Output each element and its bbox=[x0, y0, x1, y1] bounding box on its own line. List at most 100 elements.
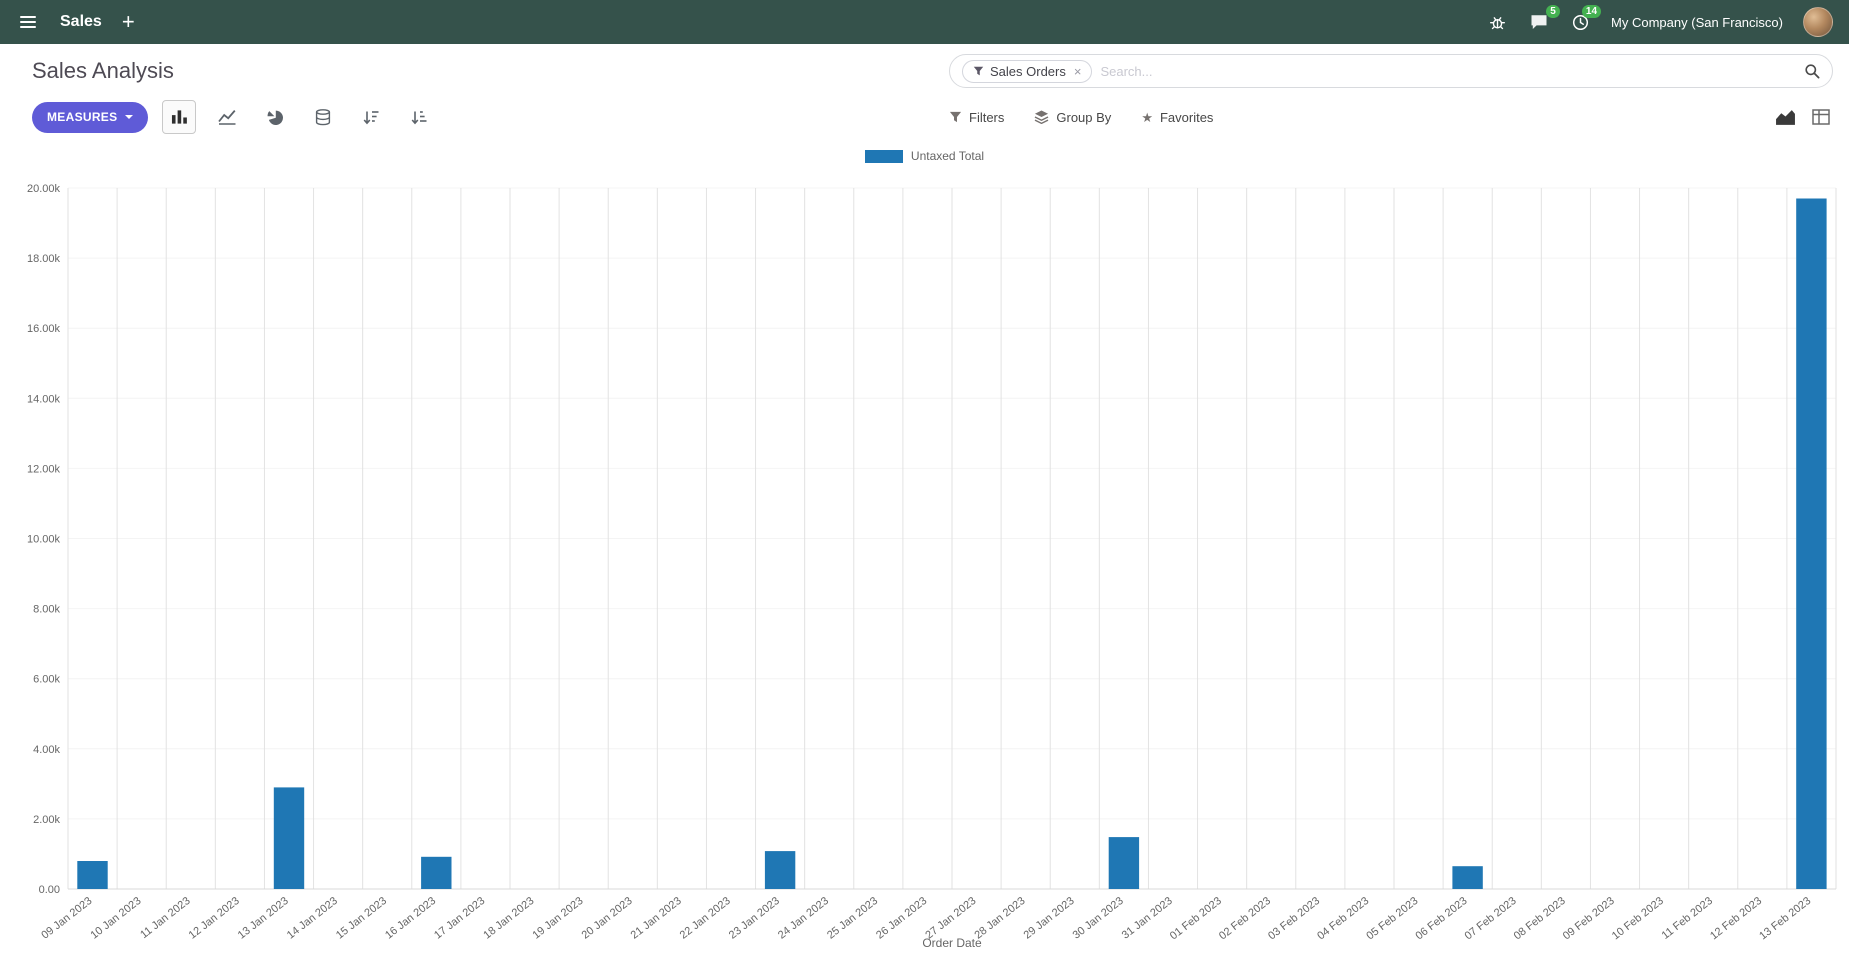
x-tick-label: 12 Jan 2023 bbox=[187, 895, 242, 942]
x-tick-label: 23 Jan 2023 bbox=[727, 895, 782, 942]
search-bar[interactable]: Sales Orders × bbox=[949, 54, 1833, 88]
filters-button[interactable]: Filters bbox=[949, 110, 1004, 125]
messages-badge: 5 bbox=[1546, 5, 1561, 18]
graph-tools: MEASURES bbox=[16, 100, 949, 134]
stacked-toggle-button[interactable] bbox=[306, 100, 340, 134]
x-tick-label: 26 Jan 2023 bbox=[874, 895, 929, 942]
x-tick-label: 10 Jan 2023 bbox=[88, 895, 143, 942]
chart-bar[interactable] bbox=[1452, 866, 1483, 889]
x-tick-label: 22 Jan 2023 bbox=[678, 895, 733, 942]
sort-ascending-button[interactable] bbox=[402, 100, 436, 134]
x-tick-label: 13 Jan 2023 bbox=[236, 895, 291, 942]
debug-bug-icon[interactable] bbox=[1487, 12, 1508, 33]
x-tick-label: 08 Feb 2023 bbox=[1512, 895, 1568, 942]
measures-button[interactable]: MEASURES bbox=[32, 101, 149, 133]
chart-bar[interactable] bbox=[421, 856, 452, 889]
x-tick-label: 28 Jan 2023 bbox=[972, 895, 1027, 942]
x-tick-label: 09 Jan 2023 bbox=[39, 895, 94, 942]
x-tick-label: 24 Jan 2023 bbox=[776, 895, 831, 942]
facet-remove-icon[interactable]: × bbox=[1073, 63, 1082, 79]
x-tick-label: 20 Jan 2023 bbox=[580, 895, 635, 942]
x-tick-label: 18 Jan 2023 bbox=[481, 895, 536, 942]
x-tick-label: 05 Feb 2023 bbox=[1364, 895, 1420, 942]
legend-label: Untaxed Total bbox=[910, 149, 985, 163]
funnel-icon bbox=[949, 111, 962, 122]
x-tick-label: 30 Jan 2023 bbox=[1071, 895, 1126, 942]
graph-view-button[interactable] bbox=[1772, 106, 1799, 129]
x-axis-title: Order Date bbox=[922, 936, 982, 950]
x-tick-label: 03 Feb 2023 bbox=[1266, 895, 1322, 942]
activities-badge: 14 bbox=[1581, 4, 1602, 18]
user-avatar[interactable] bbox=[1803, 7, 1833, 37]
new-tab-plus-icon[interactable]: + bbox=[121, 9, 135, 34]
chart-bar[interactable] bbox=[1796, 198, 1827, 890]
pie-chart-button[interactable] bbox=[258, 100, 292, 134]
pivot-grid-icon bbox=[1812, 109, 1830, 125]
stacked-icon bbox=[316, 108, 331, 125]
x-tick-label: 07 Feb 2023 bbox=[1463, 895, 1519, 942]
app-name[interactable]: Sales bbox=[60, 13, 102, 30]
star-icon: ★ bbox=[1141, 109, 1153, 125]
search-icon[interactable] bbox=[1804, 63, 1820, 79]
x-tick-label: 19 Jan 2023 bbox=[530, 895, 585, 942]
y-tick-label: 14.00k bbox=[27, 393, 61, 405]
x-tick-label: 11 Feb 2023 bbox=[1660, 895, 1715, 942]
pie-chart-icon bbox=[268, 110, 284, 125]
favorites-button[interactable]: ★ Favorites bbox=[1141, 110, 1213, 125]
chart-bar[interactable] bbox=[273, 787, 305, 889]
x-tick-label: 04 Feb 2023 bbox=[1315, 895, 1371, 942]
search-facet-label: Sales Orders bbox=[990, 63, 1066, 79]
chevron-down-icon bbox=[125, 115, 134, 119]
search-input[interactable] bbox=[1100, 63, 1796, 79]
chart-bar[interactable] bbox=[77, 861, 108, 889]
filters-label: Filters bbox=[969, 109, 1005, 125]
favorites-label: Favorites bbox=[1159, 109, 1214, 125]
line-chart-button[interactable] bbox=[210, 100, 244, 134]
x-tick-label: 17 Jan 2023 bbox=[432, 895, 487, 942]
view-switcher bbox=[1772, 106, 1833, 129]
y-tick-label: 4.00k bbox=[33, 744, 60, 756]
y-tick-label: 10.00k bbox=[27, 534, 61, 546]
y-tick-label: 20.00k bbox=[27, 183, 61, 195]
y-tick-label: 0.00 bbox=[39, 884, 60, 896]
chart-bar[interactable] bbox=[764, 851, 796, 889]
chart-legend[interactable]: Untaxed Total bbox=[0, 142, 1849, 170]
control-panel-toolbar: MEASURES bbox=[16, 100, 1833, 134]
measures-label: MEASURES bbox=[47, 110, 118, 124]
company-name[interactable]: My Company (San Francisco) bbox=[1611, 14, 1783, 30]
x-tick-label: 09 Feb 2023 bbox=[1561, 895, 1617, 942]
y-tick-label: 8.00k bbox=[33, 604, 60, 616]
x-tick-label: 02 Feb 2023 bbox=[1217, 895, 1273, 942]
layers-icon bbox=[1035, 110, 1049, 124]
x-tick-label: 29 Jan 2023 bbox=[1022, 895, 1077, 942]
sales-bar-chart[interactable]: 0.00 2.00k 4.00k 6.00k 8.00k 10.00k 12.00k 14.0… bbox=[0, 170, 1849, 956]
x-tick-label: 11 Jan 2023 bbox=[138, 895, 192, 941]
x-tick-label: 27 Jan 2023 bbox=[923, 895, 978, 942]
bar-chart-button[interactable] bbox=[162, 100, 197, 134]
x-tick-label: 31 Jan 2023 bbox=[1120, 895, 1175, 942]
pivot-view-button[interactable] bbox=[1809, 106, 1833, 128]
activities-clock-icon[interactable]: 14 bbox=[1570, 4, 1602, 33]
y-tick-label: 16.00k bbox=[27, 323, 61, 335]
funnel-icon bbox=[973, 66, 984, 75]
x-tick-label: 13 Feb 2023 bbox=[1757, 895, 1813, 942]
sort-descending-icon bbox=[364, 110, 379, 124]
page-title: Sales Analysis bbox=[32, 58, 174, 83]
x-tick-label: 01 Feb 2023 bbox=[1168, 895, 1224, 942]
search-tools: Filters Group By ★ Favorites bbox=[949, 106, 1833, 129]
sort-ascending-icon bbox=[412, 110, 427, 124]
legend-swatch bbox=[864, 149, 903, 163]
apps-menu-icon[interactable] bbox=[16, 12, 40, 32]
chart-bar[interactable] bbox=[1108, 837, 1140, 889]
bar-chart-icon bbox=[171, 110, 187, 124]
chart-area: Untaxed Total 0.00 2.00k 4.00k 6.00k 8.00k 10… bbox=[0, 142, 1849, 956]
y-tick-label: 18.00k bbox=[27, 253, 61, 265]
x-tick-label: 15 Jan 2023 bbox=[334, 895, 389, 942]
line-chart-icon bbox=[218, 110, 236, 125]
x-tick-label: 21 Jan 2023 bbox=[629, 895, 684, 942]
x-tick-label: 14 Jan 2023 bbox=[285, 895, 340, 942]
search-facet-sales-orders[interactable]: Sales Orders × bbox=[962, 59, 1093, 83]
messages-icon[interactable]: 5 bbox=[1528, 5, 1561, 32]
group-by-button[interactable]: Group By bbox=[1034, 110, 1111, 125]
sort-descending-button[interactable] bbox=[354, 100, 388, 134]
